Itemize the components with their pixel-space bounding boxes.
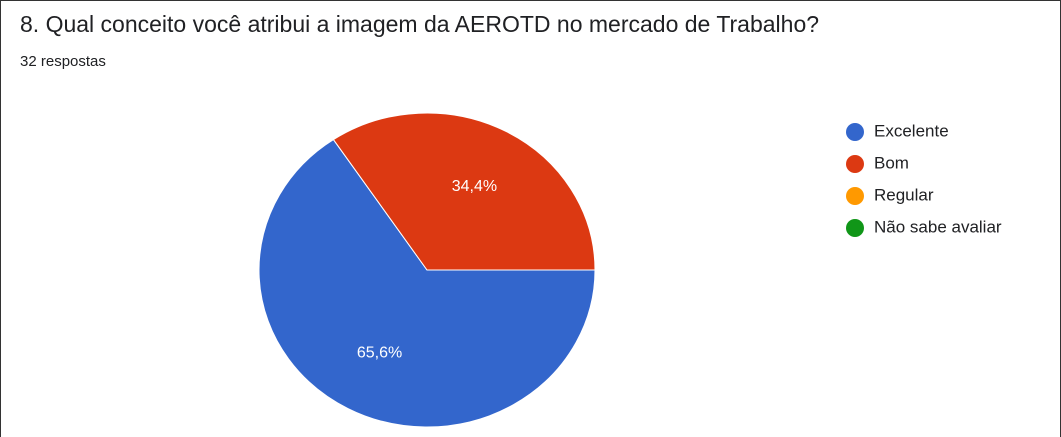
chart-subtitle: 32 respostas	[20, 53, 106, 70]
legend-swatch	[846, 123, 864, 141]
legend-label: Bom	[874, 153, 909, 172]
legend-label: Não sabe avaliar	[874, 217, 1002, 236]
data-label: 34,4%	[452, 178, 497, 195]
legend-label: Excelente	[874, 121, 949, 140]
pie-slice	[258, 138, 596, 428]
legend-swatch	[846, 187, 864, 205]
pie-slice	[332, 112, 596, 271]
legend-label: Regular	[874, 185, 934, 204]
data-label: 65,6%	[357, 344, 402, 361]
legend-swatch	[846, 155, 864, 173]
chart-title: 8. Qual conceito você atribui a imagem d…	[20, 11, 819, 37]
legend-swatch	[846, 219, 864, 237]
